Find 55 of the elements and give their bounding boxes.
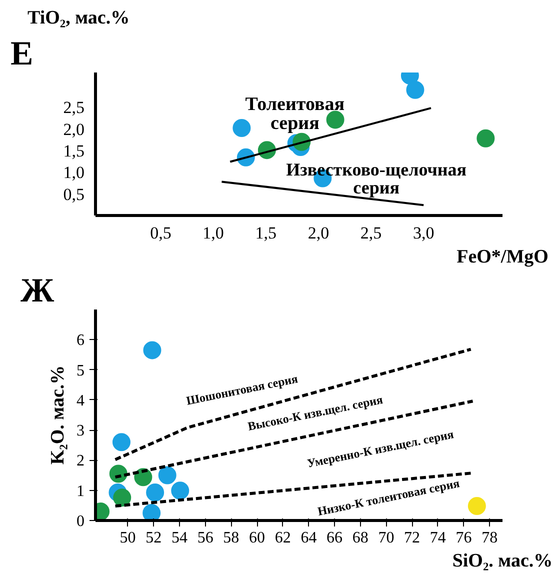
x-tick-label: 62 [274, 530, 291, 546]
y-tick-label: 1,0 [63, 163, 84, 182]
annotation: Известково-щелочная серия [286, 159, 467, 198]
x-tick-label: 2,5 [360, 224, 382, 242]
x-axis-title: FeO*/MgO [456, 246, 548, 268]
y-tick-label: 3 [76, 422, 84, 440]
point [406, 80, 424, 99]
annotation: Толеитовая серия [245, 94, 345, 134]
x-axis-title: SiO₂. мас.% [452, 550, 553, 572]
annotation: Высоко-К изв.щел. серия [246, 392, 385, 434]
x-tick-label: 76 [456, 530, 472, 546]
text: Е [10, 36, 34, 72]
y-tick-label: 2 [76, 452, 84, 470]
x-tick-label: 60 [249, 530, 266, 546]
y-tick-label: 1,5 [63, 142, 84, 160]
point [326, 110, 344, 129]
y-axis-title: TiO₂, мас.% [28, 8, 130, 28]
x-tick-label: 56 [197, 530, 214, 546]
point [171, 482, 190, 500]
x-tick-label: 52 [146, 530, 162, 546]
point [476, 129, 495, 148]
y-tick-label: 2,0 [63, 120, 84, 139]
y-tick-label: 6 [76, 332, 84, 350]
y-tick-label: 1 [76, 482, 84, 500]
point [112, 433, 130, 452]
x-tick-label: 66 [326, 530, 343, 546]
text: Ж [20, 272, 54, 310]
x-tick-label: 64 [300, 530, 317, 546]
x-tick-label: 54 [171, 530, 188, 546]
x-tick-label: 68 [352, 530, 368, 546]
x-tick-label: 74 [430, 530, 446, 546]
point [146, 483, 164, 502]
y-tick-label: 2,5 [63, 98, 84, 118]
y-tick-label: 4 [76, 392, 84, 410]
x-tick-label: 1,0 [202, 224, 224, 242]
point [158, 466, 176, 484]
x-tick-label: 1,5 [255, 224, 276, 242]
x-tick-label: 72 [404, 530, 420, 546]
x-tick-label: 70 [378, 530, 394, 546]
y-axis-title: K₂O. мас.% [48, 365, 68, 465]
x-tick-label: 2,0 [308, 224, 330, 242]
y-tick-label: 0,5 [63, 184, 84, 204]
y-tick-label: 5 [76, 362, 84, 380]
x-tick-label: 78 [482, 530, 498, 546]
x-tick-label: 50 [120, 530, 136, 546]
point [232, 118, 251, 137]
x-tick-label: 58 [223, 530, 240, 546]
x-tick-label: 0,5 [150, 224, 172, 242]
point [468, 497, 486, 516]
point [142, 504, 161, 520]
y-tick-label: 0 [76, 513, 84, 530]
x-tick-label: 3,0 [413, 224, 434, 242]
point [113, 488, 132, 507]
point [143, 341, 162, 360]
annotation: Низко-К толеитовая серия [316, 476, 462, 518]
